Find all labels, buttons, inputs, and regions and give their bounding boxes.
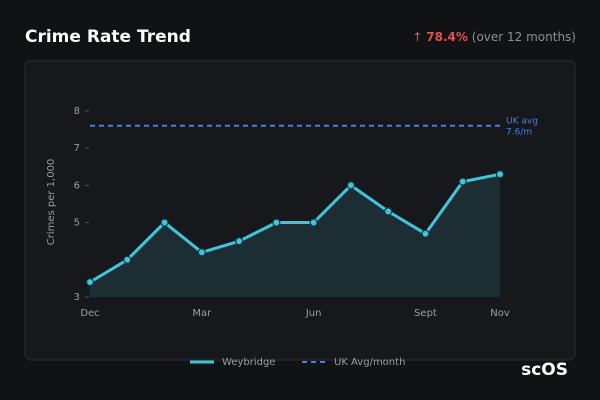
change-value: 78.4% (426, 30, 468, 44)
legend-label: Weybridge (222, 357, 275, 368)
point (458, 177, 467, 186)
area (90, 174, 500, 297)
x-tick-label: Nov (490, 308, 510, 319)
y-tick-label: 8 (74, 106, 80, 117)
line (89, 172, 501, 284)
x-tick-label: Sept (414, 308, 437, 319)
point (197, 248, 206, 257)
legend-label: UK Avg/month (334, 357, 405, 368)
y-tick-label: 6 (74, 180, 80, 191)
y-axis-label: Crimes per 1,000 (46, 159, 57, 246)
chart-title: Crime Rate Trend (25, 27, 191, 47)
watermark: scOS (521, 360, 568, 380)
change-arrow: ↑ (412, 30, 422, 44)
y-tick-label: 5 (74, 218, 80, 229)
point (384, 207, 393, 216)
point (272, 218, 281, 227)
y-tick-label: 3 (74, 292, 80, 303)
change-summary: ↑ 78.4% (over 12 months) (412, 30, 576, 44)
x-tick-label: Jun (305, 308, 322, 319)
point (495, 170, 505, 179)
change-period: (over 12 months) (472, 30, 576, 44)
point (309, 218, 318, 227)
point (346, 181, 356, 190)
x-tick-label: Dec (80, 308, 99, 319)
point (123, 255, 132, 264)
point (421, 229, 430, 238)
point (160, 218, 169, 227)
reference-label: UK avg (506, 116, 538, 126)
card (24, 60, 576, 361)
point (85, 278, 95, 287)
reference-label: 7.6/m (506, 127, 532, 137)
point (234, 237, 244, 246)
y-tick-label: 7 (74, 143, 80, 154)
x-tick-label: Mar (192, 308, 212, 319)
